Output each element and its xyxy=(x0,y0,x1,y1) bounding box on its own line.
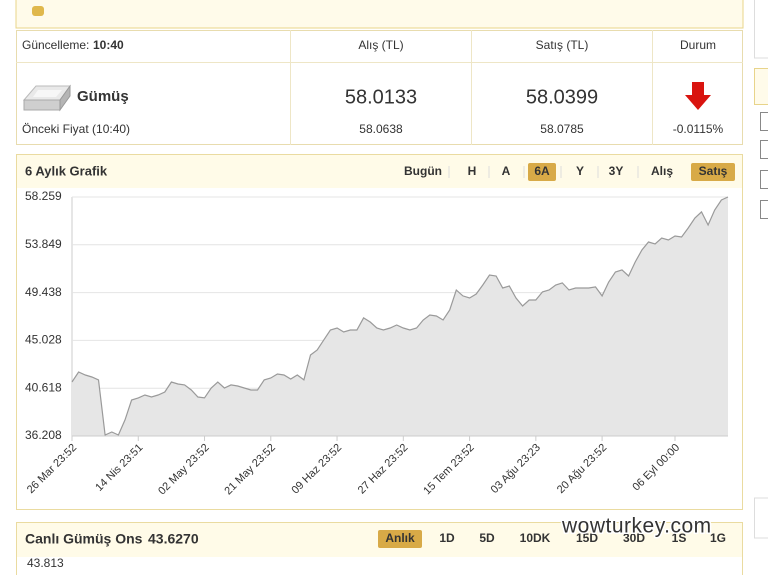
y-tick-label: 45.028 xyxy=(25,333,62,347)
button[interactable]: Alış xyxy=(651,164,673,178)
button[interactable]: 1G xyxy=(710,531,726,545)
button-active-bg xyxy=(691,163,735,181)
live-buttons: Anlık 1D 5D 10DK 15D 30D 1S 1G xyxy=(378,530,726,548)
button[interactable]: Anlık xyxy=(385,531,415,545)
button[interactable]: Satış xyxy=(699,164,728,178)
button[interactable]: Bugün xyxy=(404,164,442,178)
live-y-tick: 43.813 xyxy=(27,556,64,570)
y-tick-label: 36.208 xyxy=(25,428,62,442)
button[interactable]: 6A xyxy=(534,164,550,178)
top-panel xyxy=(15,0,744,29)
button[interactable]: Y xyxy=(576,164,584,178)
y-tick-label: 53.849 xyxy=(25,237,62,251)
button[interactable]: 1S xyxy=(672,531,687,545)
button[interactable]: 30D xyxy=(623,531,645,545)
update-label: Güncelleme: xyxy=(22,38,89,52)
change: -0.0115% xyxy=(673,122,724,136)
previous-label: Önceki Fiyat (10:40) xyxy=(22,122,130,136)
y-tick-label: 58.259 xyxy=(25,189,62,203)
button-active-bg xyxy=(528,163,556,181)
chart-title: 6 Aylık Grafik xyxy=(25,163,108,178)
live-price: 43.6270 xyxy=(148,531,199,547)
area-fill xyxy=(72,197,728,436)
y-tick-label: 49.438 xyxy=(25,285,62,299)
price-line xyxy=(71,196,729,436)
previous-buy: 58.0638 xyxy=(359,122,403,136)
button[interactable]: 10DK xyxy=(520,531,551,545)
live-title: Canlı Gümüş Ons xyxy=(25,531,143,547)
silver-icon xyxy=(22,84,71,112)
button[interactable]: 5D xyxy=(479,531,495,545)
button[interactable]: H xyxy=(468,164,477,178)
commodity-name: Gümüş xyxy=(77,88,129,105)
y-tick-label: 40.618 xyxy=(25,380,62,394)
down-arrow xyxy=(685,82,711,110)
column-header: Durum xyxy=(680,38,716,52)
column-header: Satış (TL) xyxy=(536,38,589,52)
watermark: wowturkey.com xyxy=(561,515,712,538)
range-buttons: Bugün H A 6A Y 3Y Alış Satış xyxy=(404,163,735,181)
side-panel xyxy=(754,0,768,539)
button-active-bg xyxy=(378,530,422,548)
button[interactable]: 1D xyxy=(439,531,455,545)
top-icon xyxy=(32,6,44,16)
sell-price: 58.0399 xyxy=(526,86,598,108)
buy-price: 58.0133 xyxy=(345,86,417,108)
button[interactable]: 3Y xyxy=(609,164,624,178)
price-table xyxy=(16,30,743,145)
update-time: 10:40 xyxy=(93,38,124,52)
button[interactable]: 15D xyxy=(576,531,598,545)
button[interactable]: A xyxy=(502,164,511,178)
previous-sell: 58.0785 xyxy=(540,122,584,136)
chart-header xyxy=(17,155,742,188)
column-header: Alış (TL) xyxy=(358,38,403,52)
